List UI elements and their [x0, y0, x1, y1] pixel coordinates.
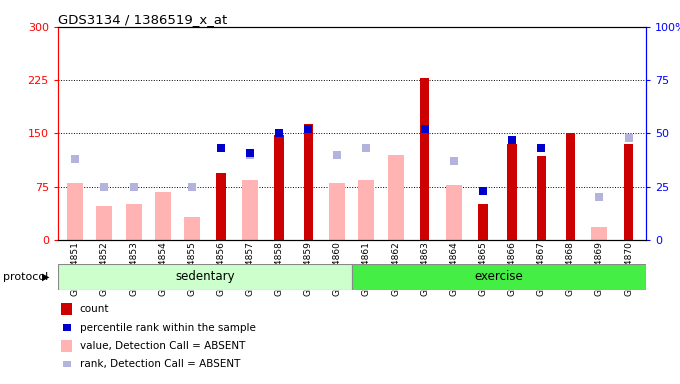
Text: ▶: ▶ [42, 272, 50, 282]
Bar [592, 227, 607, 240]
Bar [566, 134, 575, 240]
Text: exercise: exercise [475, 270, 524, 283]
Text: GDS3134 / 1386519_x_at: GDS3134 / 1386519_x_at [58, 13, 227, 26]
Bar [242, 180, 258, 240]
Bar [358, 180, 375, 240]
Bar [585, 27, 614, 240]
Bar [537, 156, 546, 240]
Bar [323, 27, 352, 240]
FancyBboxPatch shape [352, 264, 646, 290]
Bar [498, 27, 526, 240]
Bar [420, 78, 429, 240]
FancyBboxPatch shape [58, 264, 352, 290]
Bar [119, 27, 148, 240]
Bar [439, 27, 469, 240]
Text: rank, Detection Call = ABSENT: rank, Detection Call = ABSENT [80, 359, 240, 369]
Bar [294, 27, 323, 240]
Bar [446, 185, 462, 240]
Bar [148, 27, 177, 240]
Bar [352, 27, 381, 240]
Bar [184, 217, 200, 240]
Bar [329, 183, 345, 240]
Bar [235, 27, 265, 240]
Bar [614, 27, 643, 240]
Bar [177, 27, 206, 240]
Text: percentile rank within the sample: percentile rank within the sample [80, 323, 256, 333]
Bar [303, 124, 313, 240]
Bar [556, 27, 585, 240]
Text: value, Detection Call = ABSENT: value, Detection Call = ABSENT [80, 341, 245, 351]
Bar [67, 183, 83, 240]
Bar [381, 27, 410, 240]
Bar [469, 27, 498, 240]
Bar [624, 144, 633, 240]
Bar [275, 135, 284, 240]
Bar [206, 27, 235, 240]
Bar [61, 27, 90, 240]
Bar [90, 27, 119, 240]
Bar [97, 206, 112, 240]
Bar [507, 144, 517, 240]
Text: sedentary: sedentary [175, 270, 235, 283]
Bar [265, 27, 294, 240]
Bar [216, 172, 226, 240]
Bar [410, 27, 439, 240]
Text: count: count [80, 304, 109, 314]
Text: protocol: protocol [3, 272, 49, 282]
Bar [478, 204, 488, 240]
Bar [388, 155, 404, 240]
Bar [154, 192, 171, 240]
Bar [526, 27, 556, 240]
Bar [126, 204, 141, 240]
